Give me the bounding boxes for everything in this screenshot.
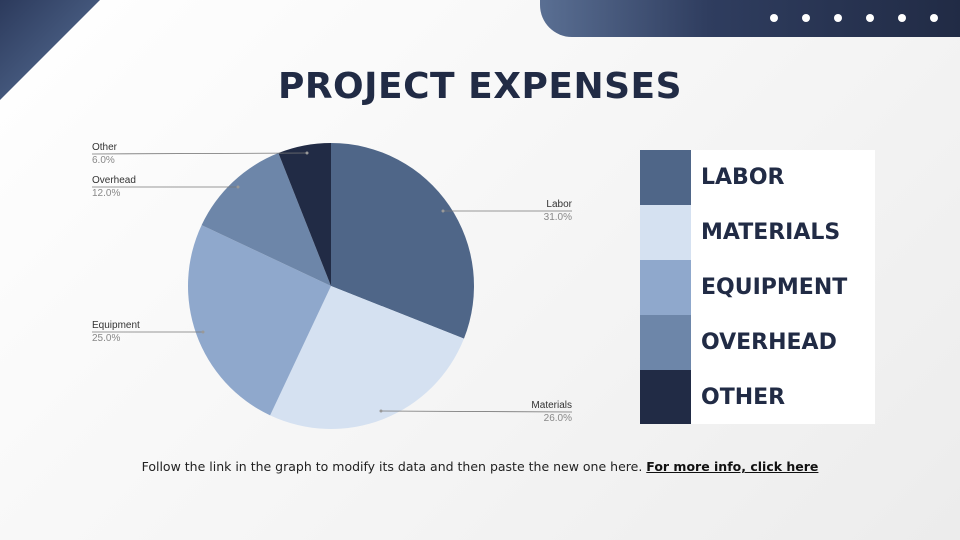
footer-text: Follow the link in the graph to modify i…: [141, 459, 643, 474]
slice-label-value: 31.0%: [544, 212, 572, 223]
slice-label-value: 25.0%: [92, 333, 120, 344]
slice-label-value: 26.0%: [544, 413, 572, 424]
pie-slice-labor[interactable]: [331, 143, 474, 339]
legend-label: LABOR: [701, 165, 785, 190]
slice-label-value: 12.0%: [92, 188, 120, 199]
legend-label: EQUIPMENT: [701, 275, 848, 300]
more-info-link[interactable]: For more info, click here: [646, 459, 819, 474]
leader-dot: [305, 151, 309, 155]
leader-dot: [236, 185, 240, 189]
legend-item-materials: MATERIALS: [640, 205, 875, 260]
leader-line: [380, 410, 573, 413]
decoration-dot: [898, 14, 906, 22]
leader-dot: [379, 409, 383, 413]
decoration-dot: [834, 14, 842, 22]
leader-dot: [441, 209, 445, 213]
slice-label-value: 6.0%: [92, 155, 115, 166]
leader-dot: [201, 330, 205, 334]
legend-label: OTHER: [701, 384, 786, 410]
slice-label-name: Equipment: [92, 320, 140, 331]
pie-slice-materials[interactable]: [270, 286, 464, 429]
legend: LABOR MATERIALS EQUIPMENT OVERHEAD OTHER: [640, 150, 875, 424]
legend-swatch: [640, 260, 691, 315]
decoration-dot: [866, 14, 874, 22]
legend-item-equipment: EQUIPMENT: [640, 260, 875, 315]
decoration-dots: [770, 14, 938, 22]
pie-slice-equipment[interactable]: [187, 225, 331, 416]
page-title: PROJECT EXPENSES: [277, 66, 683, 107]
slice-label-name: Overhead: [92, 175, 136, 186]
legend-item-overhead: OVERHEAD: [640, 315, 875, 370]
pie-slice-other[interactable]: [278, 143, 331, 286]
legend-swatch: [640, 205, 691, 260]
legend-swatch: [640, 315, 691, 370]
top-decoration-bar: [540, 0, 960, 37]
legend-swatch: [640, 370, 691, 424]
footer-note: Follow the link in the graph to modify i…: [0, 459, 960, 474]
decoration-dot: [930, 14, 938, 22]
legend-label: MATERIALS: [701, 220, 841, 245]
leader-line: [91, 152, 308, 155]
legend-label: OVERHEAD: [701, 330, 837, 355]
pie-slice-overhead[interactable]: [201, 153, 331, 286]
legend-item-labor: LABOR: [640, 150, 875, 205]
slice-label-name: Other: [92, 142, 118, 153]
slice-label-name: Labor: [546, 199, 572, 210]
slice-label-name: Materials: [531, 400, 572, 411]
decoration-dot: [770, 14, 778, 22]
pie-chart[interactable]: Labor 31.0% Materials 26.0% Equipment 25.0% Ov…: [0, 0, 620, 450]
legend-swatch: [640, 150, 691, 205]
legend-item-other: OTHER: [640, 370, 875, 424]
decoration-dot: [802, 14, 810, 22]
